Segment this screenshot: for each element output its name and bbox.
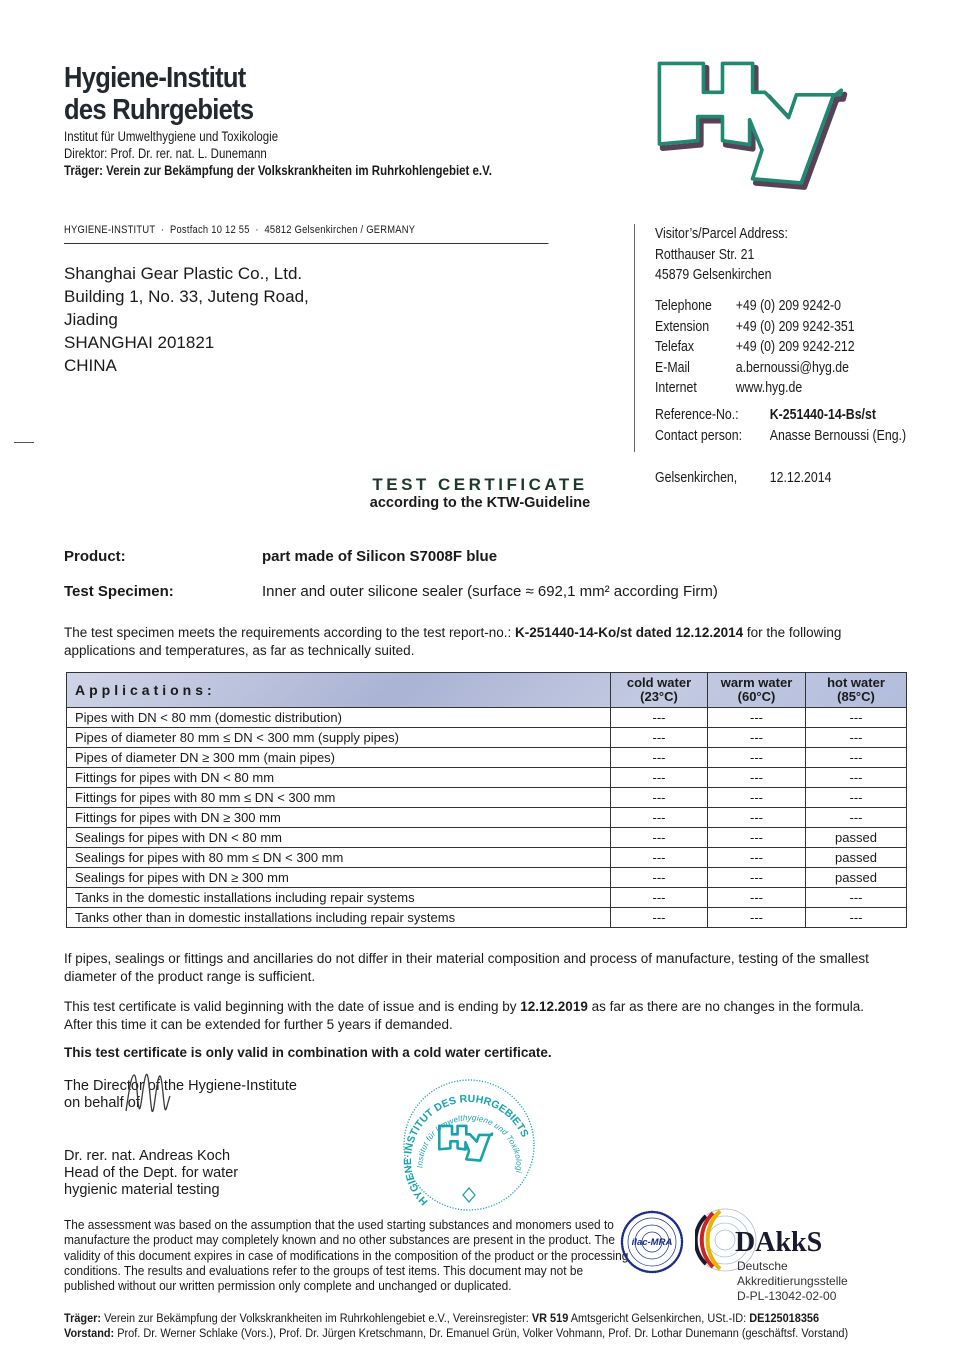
svg-text:DAkkS: DAkkS: [735, 1227, 822, 1258]
svg-text:Akkreditierungsstelle: Akkreditierungsstelle: [737, 1274, 848, 1288]
svg-text:Deutsche: Deutsche: [737, 1259, 788, 1273]
svg-text:ilac-MRA: ilac-MRA: [632, 1237, 673, 1248]
